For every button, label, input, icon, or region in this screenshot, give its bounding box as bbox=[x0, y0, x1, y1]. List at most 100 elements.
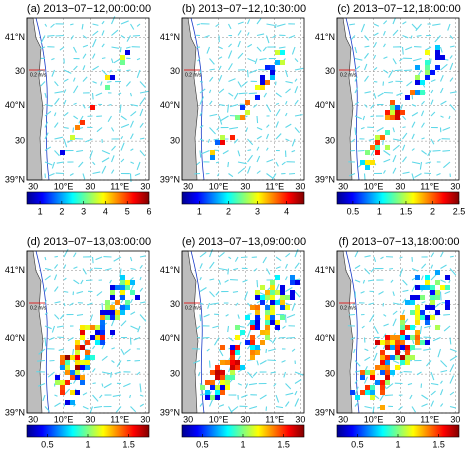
density-cell bbox=[105, 310, 110, 315]
current-arrow bbox=[421, 301, 426, 304]
current-arrow bbox=[125, 81, 131, 87]
current-arrow bbox=[275, 108, 281, 117]
current-arrow bbox=[411, 133, 415, 140]
lat-label: 30 bbox=[170, 66, 180, 76]
density-cell bbox=[85, 350, 90, 355]
current-arrow bbox=[109, 69, 112, 73]
density-cell bbox=[275, 300, 280, 305]
current-arrow bbox=[113, 256, 122, 262]
current-arrow bbox=[124, 348, 131, 355]
density-cell bbox=[385, 355, 390, 360]
current-arrow bbox=[360, 126, 365, 130]
density-cell bbox=[440, 55, 445, 60]
current-arrow bbox=[285, 88, 291, 94]
current-arrow bbox=[420, 275, 424, 281]
current-arrow bbox=[259, 57, 267, 61]
current-arrow bbox=[40, 81, 46, 87]
current-arrow bbox=[82, 104, 86, 109]
current-arrow bbox=[218, 404, 225, 408]
density-cell bbox=[415, 65, 420, 70]
current-arrow bbox=[390, 279, 394, 283]
density-cell bbox=[265, 65, 270, 70]
current-arrow bbox=[392, 318, 397, 327]
current-arrow bbox=[430, 400, 435, 407]
density-cell bbox=[95, 330, 100, 335]
density-cell bbox=[230, 355, 235, 360]
density-cell bbox=[385, 145, 390, 150]
current-arrow bbox=[218, 115, 223, 125]
current-arrow bbox=[244, 291, 249, 300]
density-cell bbox=[425, 340, 430, 345]
current-arrow bbox=[373, 92, 377, 99]
current-arrow bbox=[262, 256, 267, 264]
density-cell bbox=[135, 295, 140, 300]
current-arrow bbox=[392, 310, 398, 315]
current-arrow bbox=[51, 161, 56, 169]
current-arrow bbox=[398, 58, 403, 62]
density-cell bbox=[125, 300, 130, 305]
density-cell bbox=[405, 335, 410, 340]
current-arrow bbox=[91, 38, 97, 48]
lat-label: 39°N bbox=[315, 407, 335, 417]
current-arrow bbox=[228, 63, 233, 71]
current-arrow bbox=[247, 149, 252, 152]
density-cell bbox=[395, 355, 400, 360]
current-arrow bbox=[228, 43, 232, 48]
map-frame bbox=[27, 18, 149, 180]
current-arrow bbox=[201, 149, 210, 155]
density-cell bbox=[220, 345, 225, 350]
current-arrow bbox=[92, 394, 99, 402]
current-arrow bbox=[403, 69, 413, 72]
density-cell bbox=[375, 145, 380, 150]
current-arrow bbox=[285, 112, 288, 117]
current-arrow bbox=[139, 255, 146, 258]
density-cell bbox=[70, 135, 75, 140]
current-arrow bbox=[361, 325, 365, 329]
density-cell bbox=[280, 50, 285, 55]
colorbar-tick-label: 1 bbox=[85, 439, 90, 449]
density-cell bbox=[120, 60, 125, 65]
lat-label: 40°N bbox=[315, 100, 335, 110]
current-arrow bbox=[291, 138, 296, 147]
density-cell bbox=[270, 290, 275, 295]
density-cell bbox=[415, 335, 420, 340]
density-cell bbox=[270, 295, 275, 300]
current-arrow bbox=[206, 348, 210, 352]
panel-title: (d) 2013−07−13,03:00:00 bbox=[27, 236, 151, 248]
density-cell bbox=[75, 350, 80, 355]
current-arrow bbox=[449, 77, 454, 82]
current-arrow bbox=[237, 52, 244, 59]
current-arrow bbox=[392, 127, 395, 133]
current-arrow bbox=[81, 23, 84, 30]
current-arrow bbox=[256, 115, 259, 124]
density-cell bbox=[425, 50, 430, 55]
current-arrow bbox=[369, 314, 375, 323]
current-arrow bbox=[99, 394, 103, 399]
current-arrow bbox=[199, 138, 205, 142]
current-arrow bbox=[129, 394, 132, 399]
density-cell bbox=[100, 310, 105, 315]
current-arrow bbox=[209, 278, 215, 281]
current-arrow bbox=[237, 81, 242, 88]
isobath bbox=[345, 250, 360, 414]
current-arrow bbox=[92, 368, 96, 373]
density-cell bbox=[95, 340, 100, 345]
colorbar-tick-label: 4 bbox=[103, 206, 108, 216]
lon-label: 30 bbox=[28, 414, 38, 424]
density-cell bbox=[255, 85, 260, 90]
current-arrow bbox=[55, 34, 65, 37]
current-arrow bbox=[421, 394, 429, 400]
current-arrow bbox=[120, 158, 125, 163]
density-cell bbox=[400, 330, 405, 335]
current-arrow bbox=[294, 371, 304, 376]
density-cell bbox=[110, 315, 115, 320]
density-cell bbox=[435, 270, 440, 275]
current-arrow bbox=[275, 133, 282, 140]
current-arrow bbox=[252, 371, 258, 377]
density-cell bbox=[415, 320, 420, 325]
density-cell bbox=[400, 325, 405, 330]
lat-label: 30 bbox=[15, 135, 25, 145]
density-cell bbox=[380, 355, 385, 360]
density-cell bbox=[365, 390, 370, 395]
current-arrow bbox=[96, 127, 103, 133]
